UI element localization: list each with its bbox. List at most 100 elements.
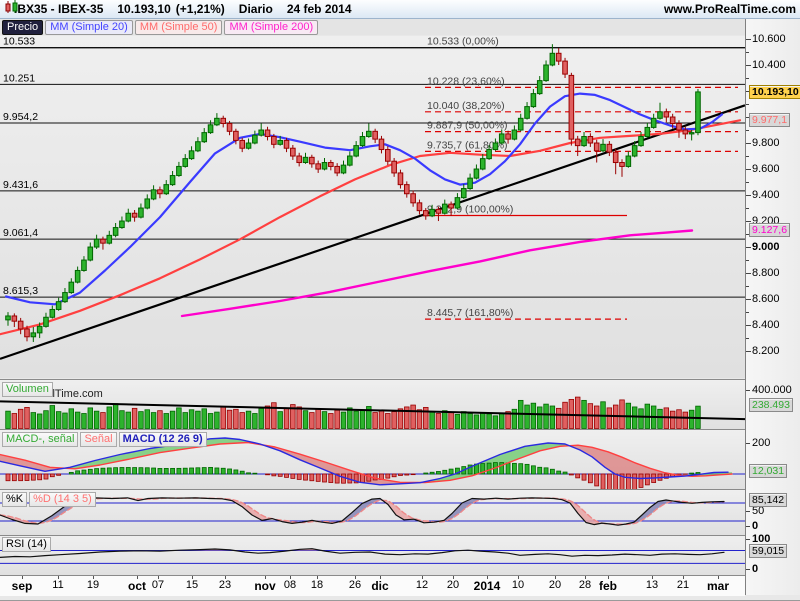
- volume-bar: [455, 414, 460, 428]
- candle-body: [132, 213, 137, 217]
- tab-stoch-d[interactable]: %D (14 3 5): [29, 492, 96, 507]
- macd-histogram-bar: [69, 472, 73, 474]
- volume-bar: [670, 411, 675, 428]
- axis-tick: [746, 312, 749, 313]
- time-axis-tick: [518, 576, 519, 579]
- stoch-value-box: 85,142: [749, 493, 787, 507]
- candle-body: [12, 316, 17, 321]
- candle-body: [594, 143, 599, 151]
- time-axis-label: 26: [349, 579, 361, 591]
- candle-body: [303, 157, 308, 162]
- candle-body: [291, 148, 296, 156]
- volume-bar: [284, 408, 289, 429]
- candle-body: [436, 209, 441, 213]
- tab-precio[interactable]: Precio: [2, 20, 43, 35]
- candle-body: [120, 221, 125, 228]
- time-axis-tick: [585, 576, 586, 579]
- candle-body: [537, 81, 542, 94]
- macd-panel[interactable]: MACD-, señal Señal MACD (12 26 9): [0, 429, 745, 489]
- axis-tick: [746, 539, 750, 540]
- volume-bar: [525, 405, 530, 428]
- rsi-chart-canvas[interactable]: [0, 536, 745, 576]
- volume-bar: [126, 412, 131, 428]
- candle-body: [272, 137, 277, 145]
- tab-rsi[interactable]: RSI (14): [2, 537, 51, 552]
- candle-body: [525, 107, 530, 119]
- fib-level-label: 10.533 (0,00%): [427, 36, 499, 48]
- volume-bar: [689, 410, 694, 428]
- candle-body: [284, 140, 289, 148]
- volume-bar: [151, 413, 156, 429]
- candle-body: [126, 213, 131, 221]
- candle-body: [417, 203, 422, 211]
- axis-tick: [746, 156, 749, 157]
- volume-bar: [170, 411, 175, 428]
- macd-histogram-bar: [285, 474, 289, 477]
- volume-bar: [468, 414, 473, 429]
- candle-body: [386, 150, 391, 162]
- price-value-box: 10.193,10: [749, 85, 800, 99]
- candle-body: [177, 166, 182, 175]
- trendline[interactable]: [0, 105, 745, 359]
- stochastic-chart-canvas[interactable]: [0, 490, 745, 535]
- tab-mm200[interactable]: MM (Simple 200): [224, 20, 318, 35]
- volume-bar: [101, 413, 106, 429]
- volume-bar: [246, 411, 251, 428]
- title-bar: IBX35 - IBEX-35 10.193,10 (+1,21%) Diari…: [0, 0, 800, 19]
- stochastic-panel[interactable]: %K %D (14 3 5): [0, 489, 745, 535]
- volume-chart-canvas[interactable]: [0, 380, 745, 429]
- axis-tick: [746, 78, 749, 79]
- candle-body: [18, 321, 23, 329]
- tab-macd-hist[interactable]: MACD-, señal: [2, 432, 78, 447]
- candle-body: [601, 144, 606, 151]
- time-axis-tick: [555, 576, 556, 579]
- time-axis-label: 13: [646, 579, 658, 591]
- candle-body: [25, 329, 30, 337]
- prorealtime-site-link[interactable]: www.ProRealTime.com: [664, 2, 796, 16]
- tab-volumen[interactable]: Volumen: [2, 382, 53, 397]
- candle-body: [392, 161, 397, 173]
- volume-bar: [487, 414, 492, 429]
- candle-body: [322, 163, 327, 170]
- fib-level-label: 9.887,9 (50,00%): [427, 120, 508, 132]
- tab-mm20[interactable]: MM (Simple 20): [45, 20, 133, 35]
- tab-macd-signal[interactable]: Señal: [80, 432, 116, 447]
- volume-panel[interactable]: Volumen: [0, 379, 745, 429]
- fib-level-label: 8.445,7 (161,80%): [427, 307, 513, 319]
- axis-tick: [746, 182, 749, 183]
- macd-histogram-bar: [386, 474, 390, 478]
- time-axis-tick: [317, 576, 318, 579]
- volume-bar: [493, 416, 498, 429]
- volume-bar: [88, 408, 93, 429]
- volume-bar: [436, 414, 441, 429]
- macd-histogram-bar: [215, 468, 219, 474]
- price-chart-canvas[interactable]: 10.53310.2519.954,29.431,69.061,48.615,3…: [0, 36, 745, 378]
- symbol-title: IBX35 - IBEX-35: [14, 2, 103, 16]
- axis-tick: [746, 143, 751, 144]
- volume-bar: [537, 407, 542, 429]
- macd-histogram-bar: [177, 468, 181, 474]
- volume-bar: [683, 412, 688, 428]
- rsi-panel[interactable]: RSI (14): [0, 535, 745, 576]
- tab-mm50[interactable]: MM (Simple 50): [135, 20, 223, 35]
- tab-macd-main[interactable]: MACD (12 26 9): [119, 432, 207, 447]
- macd-histogram-bar: [329, 474, 333, 483]
- candle-body: [107, 235, 112, 243]
- time-axis-label: 19: [87, 579, 99, 591]
- rsi-tick-label: 100: [752, 533, 770, 545]
- volume-bar: [120, 411, 125, 429]
- macd-histogram-bar: [19, 474, 23, 481]
- candle-body: [455, 198, 460, 208]
- tab-stoch-k[interactable]: %K: [2, 492, 27, 507]
- axis-tick: [746, 221, 751, 222]
- candle-body: [56, 302, 61, 310]
- macd-histogram-bar: [607, 474, 611, 489]
- date-label: 24 feb 2014: [287, 2, 352, 16]
- price-tick-label: 10.600: [752, 33, 786, 45]
- axis-tick: [746, 511, 750, 512]
- candle-body: [607, 144, 612, 152]
- candle-body: [246, 143, 251, 148]
